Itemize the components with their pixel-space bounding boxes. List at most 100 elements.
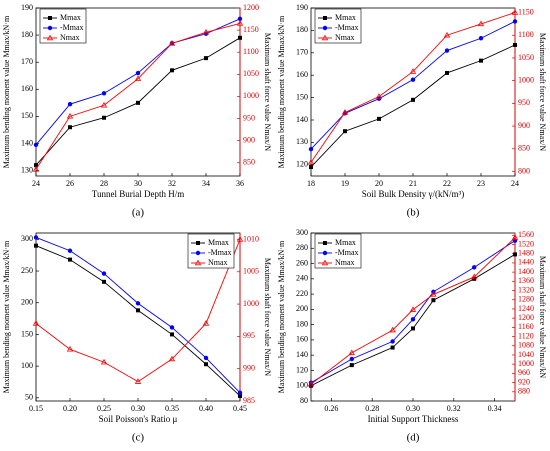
series-line (310, 12, 516, 163)
marker (168, 355, 176, 362)
y2-tick-label: 1520 (518, 239, 534, 248)
marker (511, 234, 519, 240)
marker (68, 125, 72, 130)
series-line (35, 23, 241, 170)
y-tick-label: 250 (21, 266, 33, 275)
marker (377, 116, 381, 121)
x-tick-label: 0.26 (324, 404, 338, 413)
x-tick-label: 26 (66, 179, 74, 188)
y-tick-label: 180 (21, 30, 33, 39)
y-tick-label: 50 (25, 393, 33, 402)
marker (194, 259, 202, 266)
marker (512, 19, 518, 24)
legend-label: Nmax (208, 258, 228, 267)
marker (68, 257, 72, 262)
panel-label: (d) (407, 432, 420, 444)
y-tick-label: 150 (21, 111, 33, 120)
x-tick-label: 28 (100, 179, 108, 188)
y2-tick-label: 1100 (518, 30, 534, 39)
marker (343, 129, 347, 134)
y-tick-label: 160 (296, 335, 308, 344)
marker (409, 306, 417, 312)
legend-label: Nmax (335, 33, 355, 42)
y2-tick-label: 995 (243, 331, 255, 340)
x-axis-label: Soil Poisson's Ratio μ (99, 414, 178, 424)
legend-label: Mmax (60, 13, 81, 22)
marker (443, 31, 451, 38)
marker (47, 25, 53, 31)
y-tick-label: 200 (21, 298, 33, 307)
y2-axis-label: Maximum shaft force value Nmax/N (538, 33, 547, 151)
y-tick-label: 170 (296, 48, 308, 57)
x-tick-label: 0.32 (447, 404, 461, 413)
marker (513, 252, 517, 257)
marker (204, 362, 208, 367)
chart-panel: 0.15 0.20 0.25 0.30 0.35 0.40 0.45 50 100 150 200 2… (2, 232, 272, 444)
marker (136, 100, 140, 105)
marker (478, 36, 484, 41)
legend-label: -Mmax (208, 248, 232, 257)
x-axis-label: Initial Support Thickness (368, 414, 459, 424)
marker (307, 158, 315, 165)
x-tick-label: 19 (341, 179, 349, 188)
marker (322, 250, 328, 256)
marker (101, 271, 107, 276)
marker (409, 68, 417, 74)
marker (389, 326, 396, 333)
y2-tick-label: 1080 (518, 341, 534, 350)
marker (431, 298, 436, 303)
y-tick-label: 170 (21, 57, 33, 66)
marker (430, 291, 437, 297)
x-axis-label: Tunnel Burial Depth H/m (92, 189, 184, 199)
marker (135, 301, 141, 306)
y-tick-label: 280 (296, 243, 308, 252)
marker (170, 68, 174, 73)
marker (102, 115, 106, 120)
marker (67, 101, 73, 107)
x-tick-label: 0.20 (63, 404, 77, 413)
legend-box (39, 8, 87, 44)
y2-tick-label: 1200 (518, 313, 534, 322)
marker (411, 326, 415, 331)
marker (411, 97, 415, 102)
y2-tick-label: 880 (518, 387, 530, 396)
marker (308, 146, 314, 152)
marker (32, 165, 40, 172)
marker (321, 34, 329, 41)
y2-tick-label: 1320 (518, 285, 534, 294)
marker (34, 163, 38, 168)
y2-tick-label: 1000 (243, 91, 259, 100)
marker (203, 355, 209, 361)
y-tick-label: 150 (296, 92, 308, 101)
x-tick-label: 0.40 (199, 404, 213, 413)
y2-tick-label: 900 (518, 121, 530, 130)
marker (134, 378, 142, 384)
y2-tick-label: 1440 (518, 258, 534, 267)
marker (321, 259, 329, 266)
y2-tick-label: 1160 (518, 322, 534, 331)
y-tick-label: 120 (296, 160, 308, 169)
y2-tick-label: 990 (243, 364, 255, 373)
marker (375, 93, 383, 99)
x-tick-label: 23 (477, 179, 485, 188)
y-tick-label: 240 (296, 274, 308, 283)
marker (445, 70, 449, 75)
y2-tick-label: 950 (243, 113, 255, 122)
marker (169, 325, 175, 330)
y2-tick-label: 1100 (243, 47, 259, 56)
y2-tick-label: 950 (518, 98, 530, 107)
y-tick-label: 190 (296, 3, 308, 12)
legend-label: Nmax (335, 258, 355, 267)
y-tick-label: 200 (296, 304, 308, 313)
y2-tick-label: 920 (518, 377, 530, 386)
marker (341, 109, 349, 115)
x-tick-label: 20 (375, 179, 383, 188)
marker (170, 332, 174, 337)
x-tick-label: 0.28 (365, 404, 379, 413)
panel-label: (a) (132, 207, 145, 219)
marker (168, 39, 176, 46)
y-tick-label: 160 (296, 70, 308, 79)
marker (33, 142, 39, 148)
marker (236, 20, 244, 26)
